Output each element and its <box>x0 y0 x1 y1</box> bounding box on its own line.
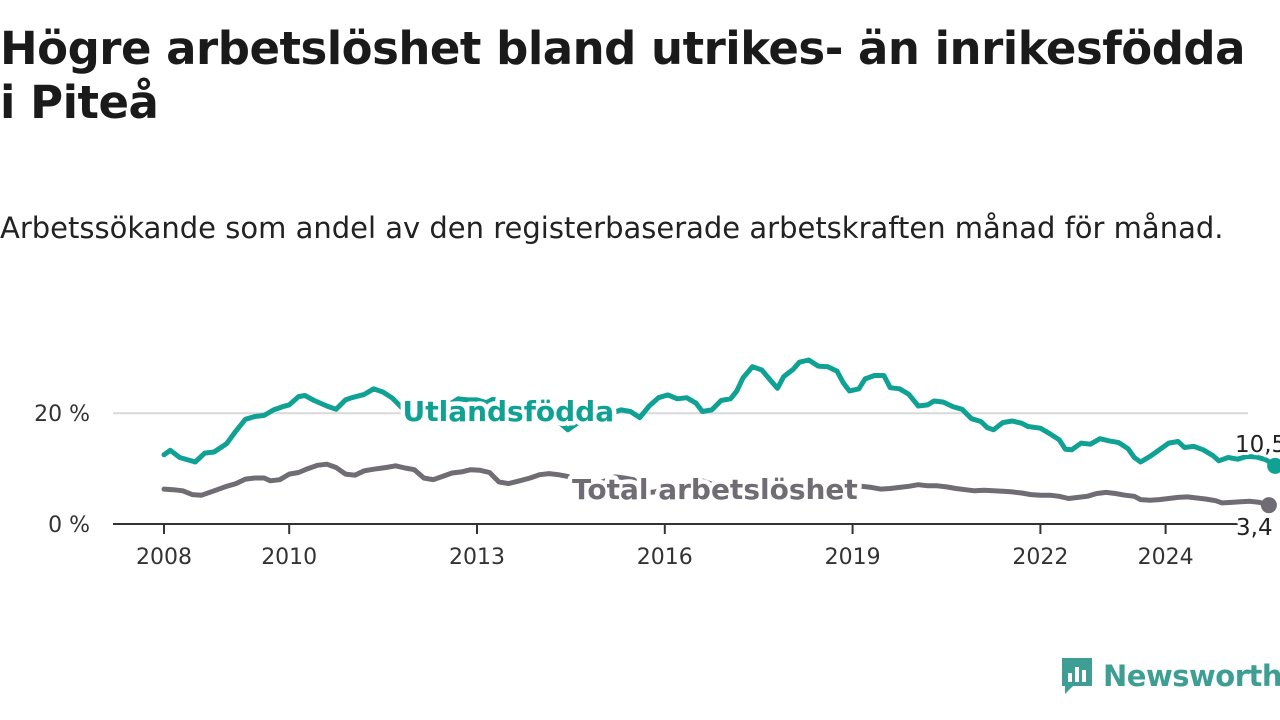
y-tick-label: 0 % <box>48 513 90 538</box>
x-tick-label: 2010 <box>261 545 317 570</box>
series-line-total <box>161 461 1272 508</box>
newsworthy-logo-icon <box>1062 658 1092 694</box>
end-value-label: 10,5 % <box>1235 432 1280 458</box>
x-tick-label: 2019 <box>825 545 881 570</box>
end-value-label: 3,4 % <box>1236 515 1280 541</box>
series-label-halo: Total arbetslöshet <box>572 473 858 506</box>
end-value-halo: 10,5 % <box>1235 432 1280 458</box>
end-value-halo: 3,4 % <box>1236 515 1280 541</box>
series-label: Total arbetslöshet <box>572 473 858 506</box>
newsworthy-logo: Newsworthy <box>1059 655 1280 697</box>
y-tick-label: 20 % <box>34 402 90 427</box>
x-tick-label: 2022 <box>1012 545 1068 570</box>
series-lines <box>161 357 1280 514</box>
chart-title: Högre arbetslöshet bland utrikes- än inr… <box>0 22 1246 129</box>
series-line-utlandsfodda <box>161 357 1278 469</box>
x-tick-label: 2024 <box>1138 545 1194 570</box>
series-label-halo: Utlandsfödda <box>402 395 614 428</box>
axes: 0 % 20 % 2008 2010 2013 2016 2019 2022 2024 <box>34 402 1248 570</box>
x-tick-label: 2016 <box>637 545 693 570</box>
chart-subtitle: Arbetssökande som andel av den registerb… <box>0 211 1224 245</box>
series-end-point <box>1260 497 1277 514</box>
x-tick-label: 2008 <box>136 545 192 570</box>
series-end-point <box>1267 457 1280 474</box>
logo-text: Newsworthy <box>1103 659 1280 693</box>
x-tick-label: 2013 <box>449 545 505 570</box>
series-label: Utlandsfödda <box>402 395 614 428</box>
